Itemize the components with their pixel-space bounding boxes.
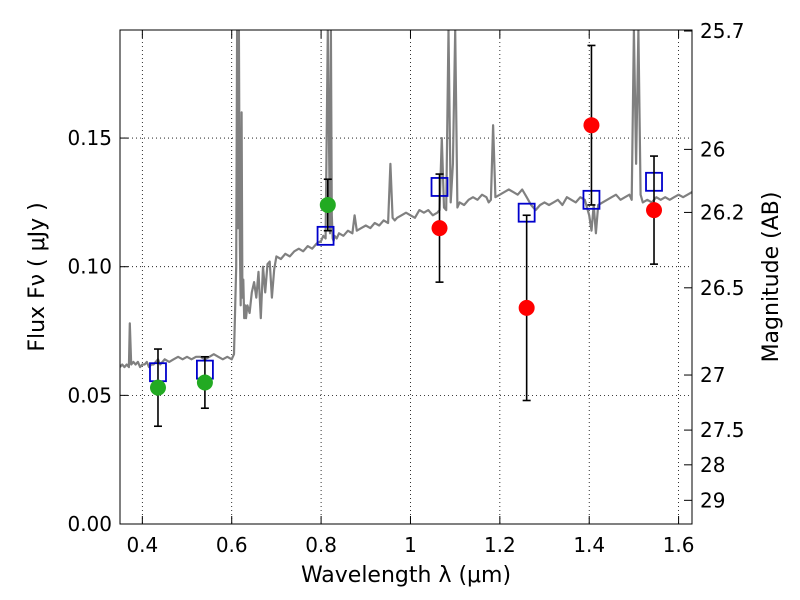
grid [120,30,692,525]
y2-tick-label: 28 [700,453,725,477]
observed-point [646,202,663,219]
y2-tick-label: 29 [700,488,725,512]
y-tick-label: 0.10 [67,255,112,279]
y2-tick-label: 26.5 [700,276,745,300]
y2-tick-label: 27 [700,363,725,387]
y-tick-label: 0.15 [67,126,112,150]
y-tick-label: 0.00 [67,512,112,536]
series-clip-group [120,30,692,428]
observed-point [431,220,448,237]
axes: 0.4 0.6 0.8 1 1.2 1.4 1.6 0.00 0.05 0.10 0.15 25.7 2… [67,19,744,557]
y2-tick-label: 25.7 [700,19,745,43]
x-tick-label: 1 [404,533,417,557]
plot-area-frame [119,29,693,525]
observed-point [196,374,213,391]
x-tick-label: 0.4 [126,533,158,557]
y2-tick-label: 26.2 [700,200,745,224]
y-axis-label: Flux Fν ( μJy ) [25,202,50,351]
observed-point [583,117,600,134]
y-tick-label: 0.05 [67,383,112,407]
series-layer [120,30,692,428]
y2-axis-label: Magnitude (AB) [759,192,784,363]
x-axis-label: Wavelength λ (μm) [301,563,511,588]
observed-point [518,299,535,316]
x-tick-label: 1.2 [484,533,516,557]
y2-tick-label: 26 [700,137,725,161]
model-point [316,225,335,246]
observed-point [319,196,336,213]
y2-tick-label: 27.5 [700,418,745,442]
x-tick-label: 0.6 [216,533,248,557]
x-tick-label: 0.8 [305,533,337,557]
x-tick-label: 1.4 [573,533,605,557]
observed-point [149,379,166,396]
x-tick-label: 1.6 [663,533,695,557]
sed-line [120,30,692,369]
